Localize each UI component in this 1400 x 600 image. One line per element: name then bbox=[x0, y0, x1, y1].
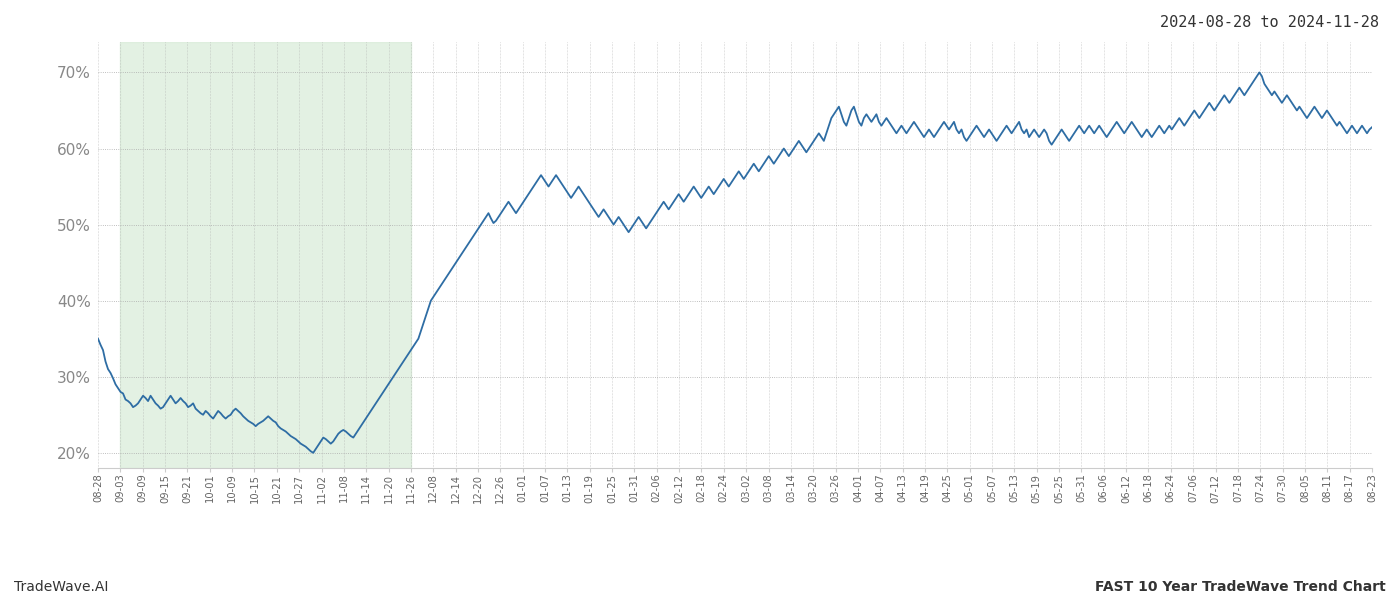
Text: FAST 10 Year TradeWave Trend Chart: FAST 10 Year TradeWave Trend Chart bbox=[1095, 580, 1386, 594]
Bar bbox=[120, 42, 412, 468]
Text: 2024-08-28 to 2024-11-28: 2024-08-28 to 2024-11-28 bbox=[1161, 15, 1379, 30]
Text: TradeWave.AI: TradeWave.AI bbox=[14, 580, 108, 594]
